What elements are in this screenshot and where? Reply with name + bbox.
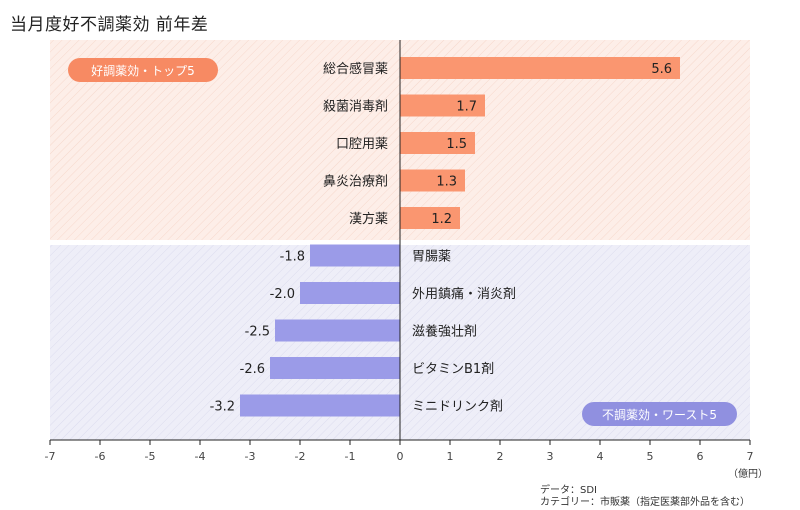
x-tick-label: 4 [597,450,604,463]
badge-worst5-bg [582,402,737,426]
x-tick-label: 1 [447,450,454,463]
bar [400,57,680,79]
badge-top5: 好調薬効・トップ5 [68,58,218,82]
x-tick-label: -5 [145,450,156,463]
category-label: 滋養強壮剤 [412,324,477,340]
value-label: 1.2 [431,212,452,227]
value-label: 5.6 [651,62,672,77]
x-tick-label: -7 [45,450,56,463]
chart-title: 当月度好不調薬効 前年差 [10,15,209,35]
x-tick-label: -4 [195,450,206,463]
bar [240,394,400,417]
x-tick-label: -6 [95,450,106,463]
category-label: ミニドリンク剤 [412,399,503,415]
bar [270,357,400,379]
value-label: 1.5 [446,137,467,152]
badge-worst5: 不調薬効・ワースト5 [582,402,737,426]
category-label: 口腔用薬 [336,137,388,152]
value-label: -2.5 [245,325,270,340]
x-tick-label: 6 [697,450,704,463]
bar [400,207,460,229]
value-label: -2.0 [270,287,295,302]
category-label: ビタミンB1剤 [412,361,494,377]
bar [400,132,475,154]
x-tick-label: -3 [245,450,256,463]
bar [400,169,465,192]
x-tick-label: 0 [397,450,404,463]
value-label: -2.6 [240,362,265,377]
value-label: -3.2 [210,400,235,415]
unit-label: （億円） [728,467,768,480]
x-tick-label: 2 [497,450,504,463]
category-label: 漢方薬 [349,211,388,227]
category-label: 総合感冒薬 [323,61,388,77]
badge-top5-label: 好調薬効・トップ5 [91,63,195,78]
value-label: 1.7 [456,100,477,115]
bar [300,282,400,304]
x-tick-label: 5 [647,450,654,463]
bar [275,319,400,342]
category-note: カテゴリー：市販薬（指定医薬部外品を含む） [540,495,750,508]
category-label: 外用鎮痛・消炎剤 [412,286,516,302]
category-label: 殺菌消毒剤 [323,99,388,115]
value-label: 1.3 [436,175,457,190]
x-tick-label: 3 [547,450,554,463]
badge-worst5-label: 不調薬効・ワースト5 [602,407,717,422]
source-note: データ：SDI [540,483,597,496]
badge-top5-bg [68,58,218,82]
value-label: -1.8 [280,250,305,265]
x-tick-label: 7 [747,450,754,463]
bar [310,244,400,267]
x-tick-label: -1 [345,450,356,463]
bar [400,94,485,117]
category-label: 鼻炎治療剤 [323,174,388,190]
category-label: 胃腸薬 [412,250,451,265]
x-tick-label: -2 [295,450,306,463]
